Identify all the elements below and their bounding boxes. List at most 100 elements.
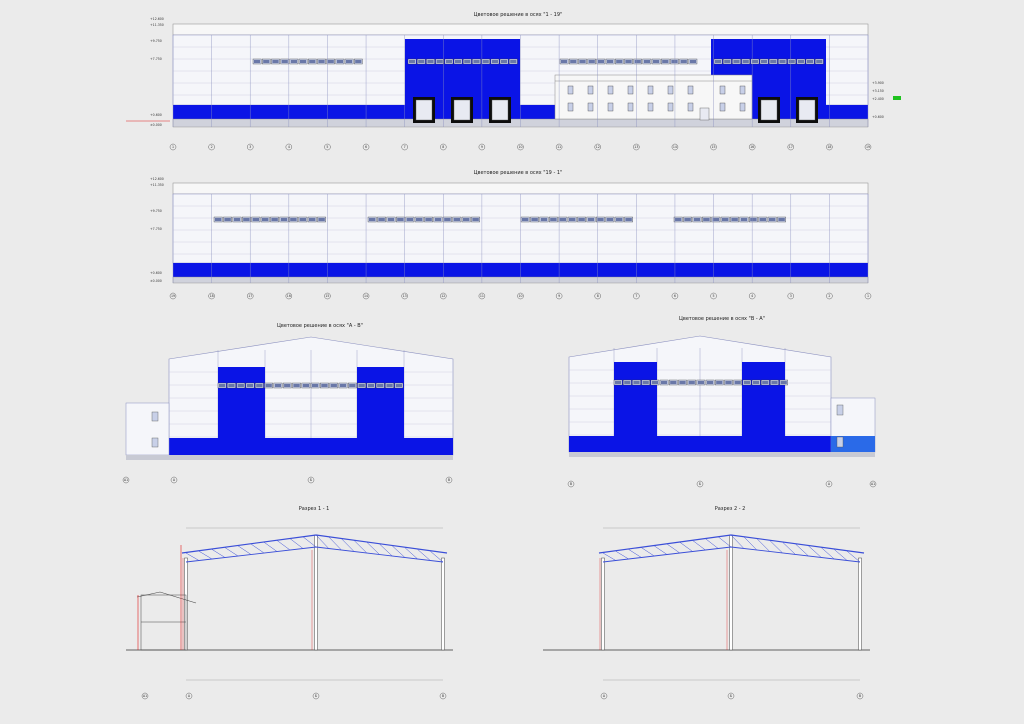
window-glass [321,384,328,387]
window-pane [719,102,726,112]
svg-text:+7.750: +7.750 [150,227,162,231]
axis-label: 9 [481,145,483,149]
truss-web [379,543,393,557]
annex-roof [136,591,197,604]
dock-door [760,99,778,121]
window-glass [327,60,334,63]
axis-bubble [324,143,331,151]
axis-label: 1 [172,145,174,149]
axis-bubble [401,143,408,151]
axis-bubble [727,692,735,700]
truss-web [417,549,431,561]
axis-label: 16 [750,145,754,149]
truss-web [743,536,757,551]
window-pane [567,85,574,95]
elevation-1-title: Цветовое решение в осях "1 - 19" [474,12,563,18]
window-pane [687,85,694,95]
window-glass [569,218,576,221]
section-2-title: Разрез 2 - 2 [715,506,746,512]
axis-label: А1 [871,482,875,486]
axis-label: 1 [867,294,869,298]
window-glass [349,384,356,387]
axis-label: 7 [404,145,406,149]
entrance-door [699,107,710,121]
window-glass [716,381,723,384]
window-glass [330,384,337,387]
window-glass [731,218,738,221]
window-glass [559,218,566,221]
window-glass [243,218,250,221]
axis-bubble [169,143,177,151]
office-annex [554,74,753,120]
truss-web [341,538,355,552]
svg-text:+3.150: +3.150 [872,89,884,93]
axis-label: 2 [211,145,213,149]
window-glass [280,218,288,221]
window-pane [687,102,694,112]
dock-door [453,99,471,121]
axis-labels: А1 А Б В [122,476,453,484]
window-glass [336,60,343,63]
axis-label: 12 [596,145,600,149]
axis-label: 15 [712,145,716,149]
svg-text:+0.600: +0.600 [872,115,884,119]
truss-web [198,550,213,560]
window-glass [302,384,309,387]
dock-door [415,99,433,121]
axis-label: В [448,478,450,482]
axis-labels: А1 А Б В [141,692,447,700]
window-glass [409,60,416,63]
window-glass [671,60,678,63]
window-glass [684,218,691,221]
window-glass [416,218,423,221]
column [858,557,862,651]
window-glass [473,60,480,63]
window-glass [607,60,614,63]
truss-web [679,541,693,552]
window-glass [377,384,384,387]
axis-bubble [864,292,872,300]
axis-bubble [869,480,877,488]
axis-label: 11 [480,294,484,298]
axis-bubble [324,292,331,300]
window-glass [224,218,231,221]
axis-bubble [478,292,486,300]
window-glass [578,218,585,221]
window-pane [627,102,634,112]
window-glass [436,60,443,63]
truss-web [718,536,732,548]
window-glass [463,218,470,221]
axis-label: 18 [210,294,214,298]
window-glass [624,381,631,384]
axis-bubble [555,292,563,300]
window-glass [662,60,669,63]
window-glass [491,60,498,63]
axis-label: 3 [249,145,251,149]
blue-block-left [405,39,520,105]
window-band [217,382,404,389]
elevation-19-1: Цветовое решение в осях "19 - 1" 19 18 17 1… [150,170,872,300]
axis-bubble [208,143,215,151]
truss-web [315,534,329,549]
truss-web [224,547,239,557]
axis-bubble [696,480,704,488]
axis-label: 18 [827,145,831,149]
window-glass [378,218,385,221]
axis-label: 17 [248,294,252,298]
truss-web [392,545,406,558]
axis-bubble [633,143,640,151]
window-glass [228,384,235,387]
axis-bubble [864,143,872,151]
axis-label: Б [310,478,312,482]
window-glass [482,60,489,63]
axis-label: 5 [326,145,328,149]
axis-bubble [440,292,447,300]
truss-web [795,543,809,557]
truss-web [366,542,380,555]
window-glass [633,381,640,384]
truss-web [756,538,770,552]
ground-strip [569,452,875,457]
axis-label: 10 [518,145,522,149]
axis-label: Б [699,482,701,486]
window-glass [769,218,776,221]
